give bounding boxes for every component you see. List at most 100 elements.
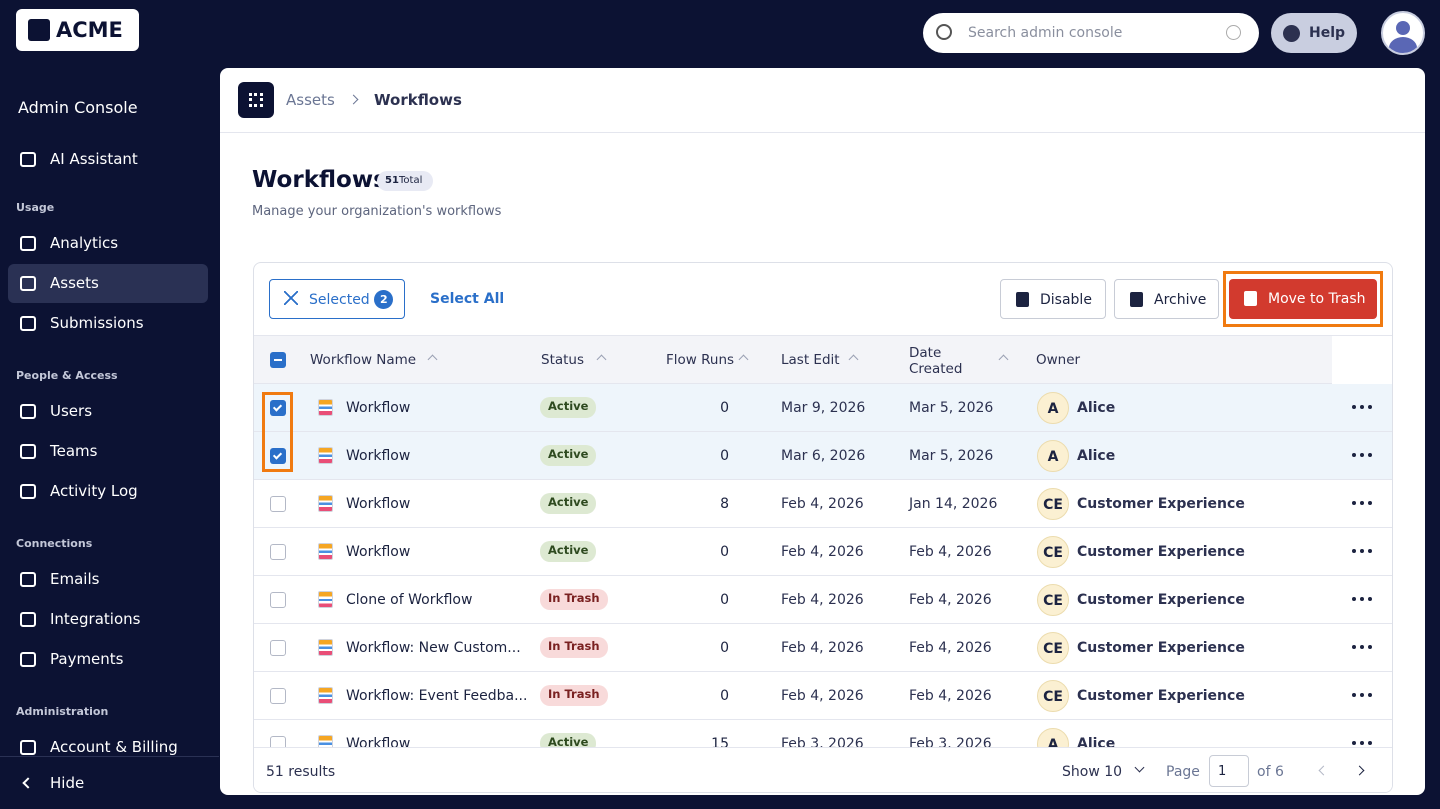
row-menu[interactable] (1352, 645, 1374, 651)
nav-item[interactable]: AI Assistant (8, 140, 208, 179)
page-label: Page (1166, 764, 1200, 780)
menu-dot (1352, 405, 1356, 409)
column-header[interactable]: Status (541, 352, 585, 368)
row-menu[interactable] (1352, 501, 1374, 507)
row-menu[interactable] (1352, 597, 1374, 603)
workflow-name[interactable]: Workflow (346, 544, 411, 560)
row-menu[interactable] (1352, 549, 1374, 555)
sort-icon (596, 354, 607, 365)
menu-dot (1352, 693, 1356, 697)
owner-avatar: CE (1037, 584, 1069, 616)
workflow-icon (318, 591, 333, 608)
row-checkbox[interactable] (270, 400, 286, 416)
owner-avatar: CE (1037, 488, 1069, 520)
avatar-body (1389, 37, 1417, 53)
workflow-name[interactable]: Workflow (346, 496, 411, 512)
next-page[interactable] (1354, 765, 1365, 776)
page-number: 1 (1218, 764, 1227, 779)
owner-name: Customer Experience (1077, 544, 1245, 560)
breadcrumb-link[interactable]: Assets (286, 91, 335, 109)
disable-button[interactable]: Disable (1000, 279, 1106, 319)
last-edit: Mar 6, 2026 (781, 448, 866, 464)
owner-name: Alice (1077, 736, 1116, 747)
help-button[interactable]: Help (1271, 13, 1357, 53)
nav-item[interactable]: Users (8, 392, 208, 431)
nav-label: Users (50, 402, 93, 420)
row-menu[interactable] (1352, 693, 1374, 699)
nav-item[interactable]: Assets (8, 264, 208, 303)
owner-name: Alice (1077, 448, 1116, 464)
nav-icon (20, 276, 36, 291)
sort-icon (848, 354, 859, 365)
column-header[interactable]: Workflow Name (310, 352, 417, 368)
column-header[interactable]: Date Created (909, 345, 963, 377)
workflow-name[interactable]: Workflow (346, 448, 411, 464)
row-checkbox[interactable] (270, 544, 286, 560)
column-header[interactable]: Owner (1036, 352, 1081, 368)
row-menu[interactable] (1352, 741, 1374, 747)
row-checkbox[interactable] (270, 496, 286, 512)
page-size[interactable]: Show 10 (1062, 764, 1123, 780)
status-pill: Active (540, 541, 597, 562)
owner-avatar: CE (1037, 632, 1069, 664)
row-checkbox[interactable] (270, 688, 286, 704)
nav-item[interactable]: Activity Log (8, 472, 208, 511)
row-menu[interactable] (1352, 405, 1374, 411)
nav-item[interactable]: Payments (8, 640, 208, 679)
archive-button[interactable]: Archive (1114, 279, 1219, 319)
table-row: Workflow: New Custom... In Trash 0 Feb 4, 2… (254, 624, 1392, 672)
flow-runs: 0 (720, 640, 729, 656)
row-checkbox[interactable] (270, 736, 286, 747)
last-edit: Mar 9, 2026 (781, 400, 866, 416)
row-checkbox[interactable] (270, 592, 286, 608)
status-pill: Active (540, 733, 597, 747)
workflow-icon (318, 639, 333, 656)
nav-item[interactable]: Analytics (8, 224, 208, 263)
nav-label: AI Assistant (50, 150, 138, 168)
selected-label: Selected (309, 292, 370, 308)
owner-initials: CE (1043, 545, 1063, 561)
nav-label: Payments (50, 650, 124, 668)
nav-item[interactable]: Submissions (8, 304, 208, 343)
hide-label[interactable]: Hide (50, 774, 85, 792)
nav-item[interactable]: Emails (8, 560, 208, 599)
breadcrumb-current: Workflows (374, 91, 462, 109)
workflow-icon (318, 399, 333, 416)
date-created: Mar 5, 2026 (909, 400, 994, 416)
selected-count: 2 (374, 290, 393, 309)
logo[interactable]: ACME (16, 9, 139, 51)
menu-dot (1368, 453, 1372, 457)
row-checkbox[interactable] (270, 448, 286, 464)
nav-icon (20, 404, 36, 419)
workflow-name[interactable]: Workflow (346, 400, 411, 416)
column-header[interactable]: Last Edit (781, 352, 840, 368)
nav-item[interactable]: Teams (8, 432, 208, 471)
nav-item[interactable]: Account & Billing (8, 728, 208, 767)
nav-item[interactable]: Integrations (8, 600, 208, 639)
search-box[interactable]: Search admin console (923, 13, 1259, 53)
trash-button[interactable]: Move to Trash (1229, 279, 1377, 319)
menu-dot (1360, 405, 1364, 409)
status-text: In Trash (548, 591, 600, 605)
column-header[interactable]: Flow Runs (666, 352, 735, 368)
workflow-name[interactable]: Workflow: Event Feedba... (346, 688, 528, 704)
help-icon (1283, 25, 1300, 42)
owner-initials: A (1047, 449, 1059, 465)
selected-chip[interactable]: Selected 2 (269, 279, 405, 319)
row-checkbox[interactable] (270, 640, 286, 656)
select-all[interactable]: Select All (430, 291, 505, 307)
menu-dot (1368, 741, 1372, 745)
menu-dot (1352, 597, 1356, 601)
date-created: Feb 4, 2026 (909, 544, 992, 560)
close-icon (284, 291, 298, 305)
page-input[interactable]: 1 (1209, 755, 1249, 787)
prev-page[interactable] (1318, 765, 1329, 776)
user-avatar[interactable] (1381, 11, 1425, 55)
owner-initials: CE (1043, 593, 1063, 609)
row-menu[interactable] (1352, 453, 1374, 459)
table-row: Workflow Active 15 Feb 3, 2026 Feb 3, 2026 A A… (254, 720, 1392, 747)
workflow-name[interactable]: Workflow: New Custom... (346, 640, 521, 656)
workflow-name[interactable]: Workflow (346, 736, 411, 747)
workflow-name[interactable]: Clone of Workflow (346, 592, 473, 608)
